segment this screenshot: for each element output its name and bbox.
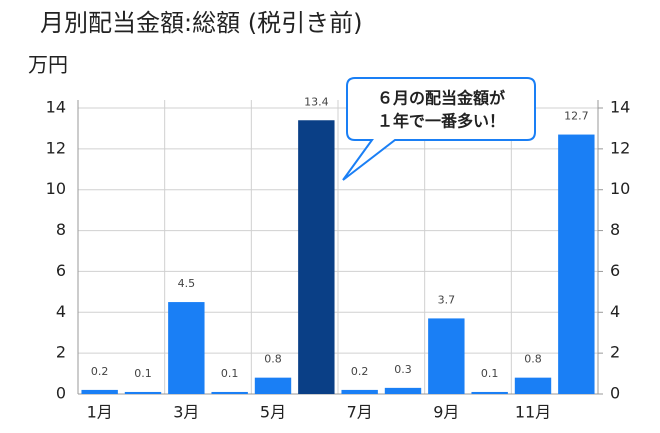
bar	[168, 302, 205, 394]
callout-text: ６月の配当金額が	[377, 89, 505, 108]
bar	[384, 387, 422, 394]
y-tick-label: 10	[46, 179, 66, 198]
bar	[558, 134, 595, 395]
x-tick-label: 7月	[347, 403, 373, 422]
value-label: 12.7	[564, 110, 589, 123]
value-label: 0.1	[481, 367, 499, 380]
bar	[428, 318, 465, 394]
y-tick-label: 0	[56, 384, 66, 403]
callout-text: １年で一番多い！	[377, 112, 505, 131]
callout-bubble	[342, 77, 536, 181]
y2-tick-label: 0	[610, 384, 620, 403]
value-label: 0.1	[221, 367, 239, 380]
y2-tick-label: 12	[610, 138, 630, 157]
bar	[81, 389, 118, 394]
y2-tick-label: 8	[610, 220, 620, 239]
y-tick-label: 8	[56, 220, 66, 239]
x-tick-label: 1月	[87, 403, 113, 422]
bar	[211, 391, 248, 394]
y-tick-label: 4	[56, 302, 66, 321]
y-tick-label: 6	[56, 261, 66, 280]
y2-tick-label: 2	[610, 343, 620, 362]
bar	[471, 391, 508, 394]
value-label: 0.8	[264, 353, 282, 366]
value-label: 0.1	[134, 367, 152, 380]
bar	[124, 391, 162, 394]
value-label: 3.7	[438, 293, 456, 306]
x-tick-label: 11月	[515, 403, 551, 422]
value-label: 0.2	[91, 365, 109, 378]
y-tick-label: 12	[46, 138, 66, 157]
bar	[298, 120, 335, 394]
value-label: 0.8	[524, 353, 542, 366]
value-label: 0.3	[394, 363, 412, 376]
value-label: 13.4	[304, 95, 329, 108]
bar	[514, 377, 552, 394]
value-label: 0.2	[351, 365, 369, 378]
bar	[341, 389, 378, 394]
bar	[254, 377, 292, 394]
x-tick-label: 5月	[260, 403, 286, 422]
y-tick-label: 14	[46, 98, 66, 117]
x-tick-label: 9月	[433, 403, 459, 422]
value-label: 4.5	[178, 277, 196, 290]
y2-tick-label: 4	[610, 302, 620, 321]
y-tick-label: 2	[56, 343, 66, 362]
y2-tick-label: 14	[610, 98, 630, 117]
chart-title: 月別配当金額:総額 (税引き前)	[40, 9, 362, 37]
y2-tick-label: 6	[610, 261, 620, 280]
x-tick-label: 3月	[173, 403, 199, 422]
y2-tick-label: 10	[610, 179, 630, 198]
y-axis-label: 万円	[28, 53, 68, 77]
